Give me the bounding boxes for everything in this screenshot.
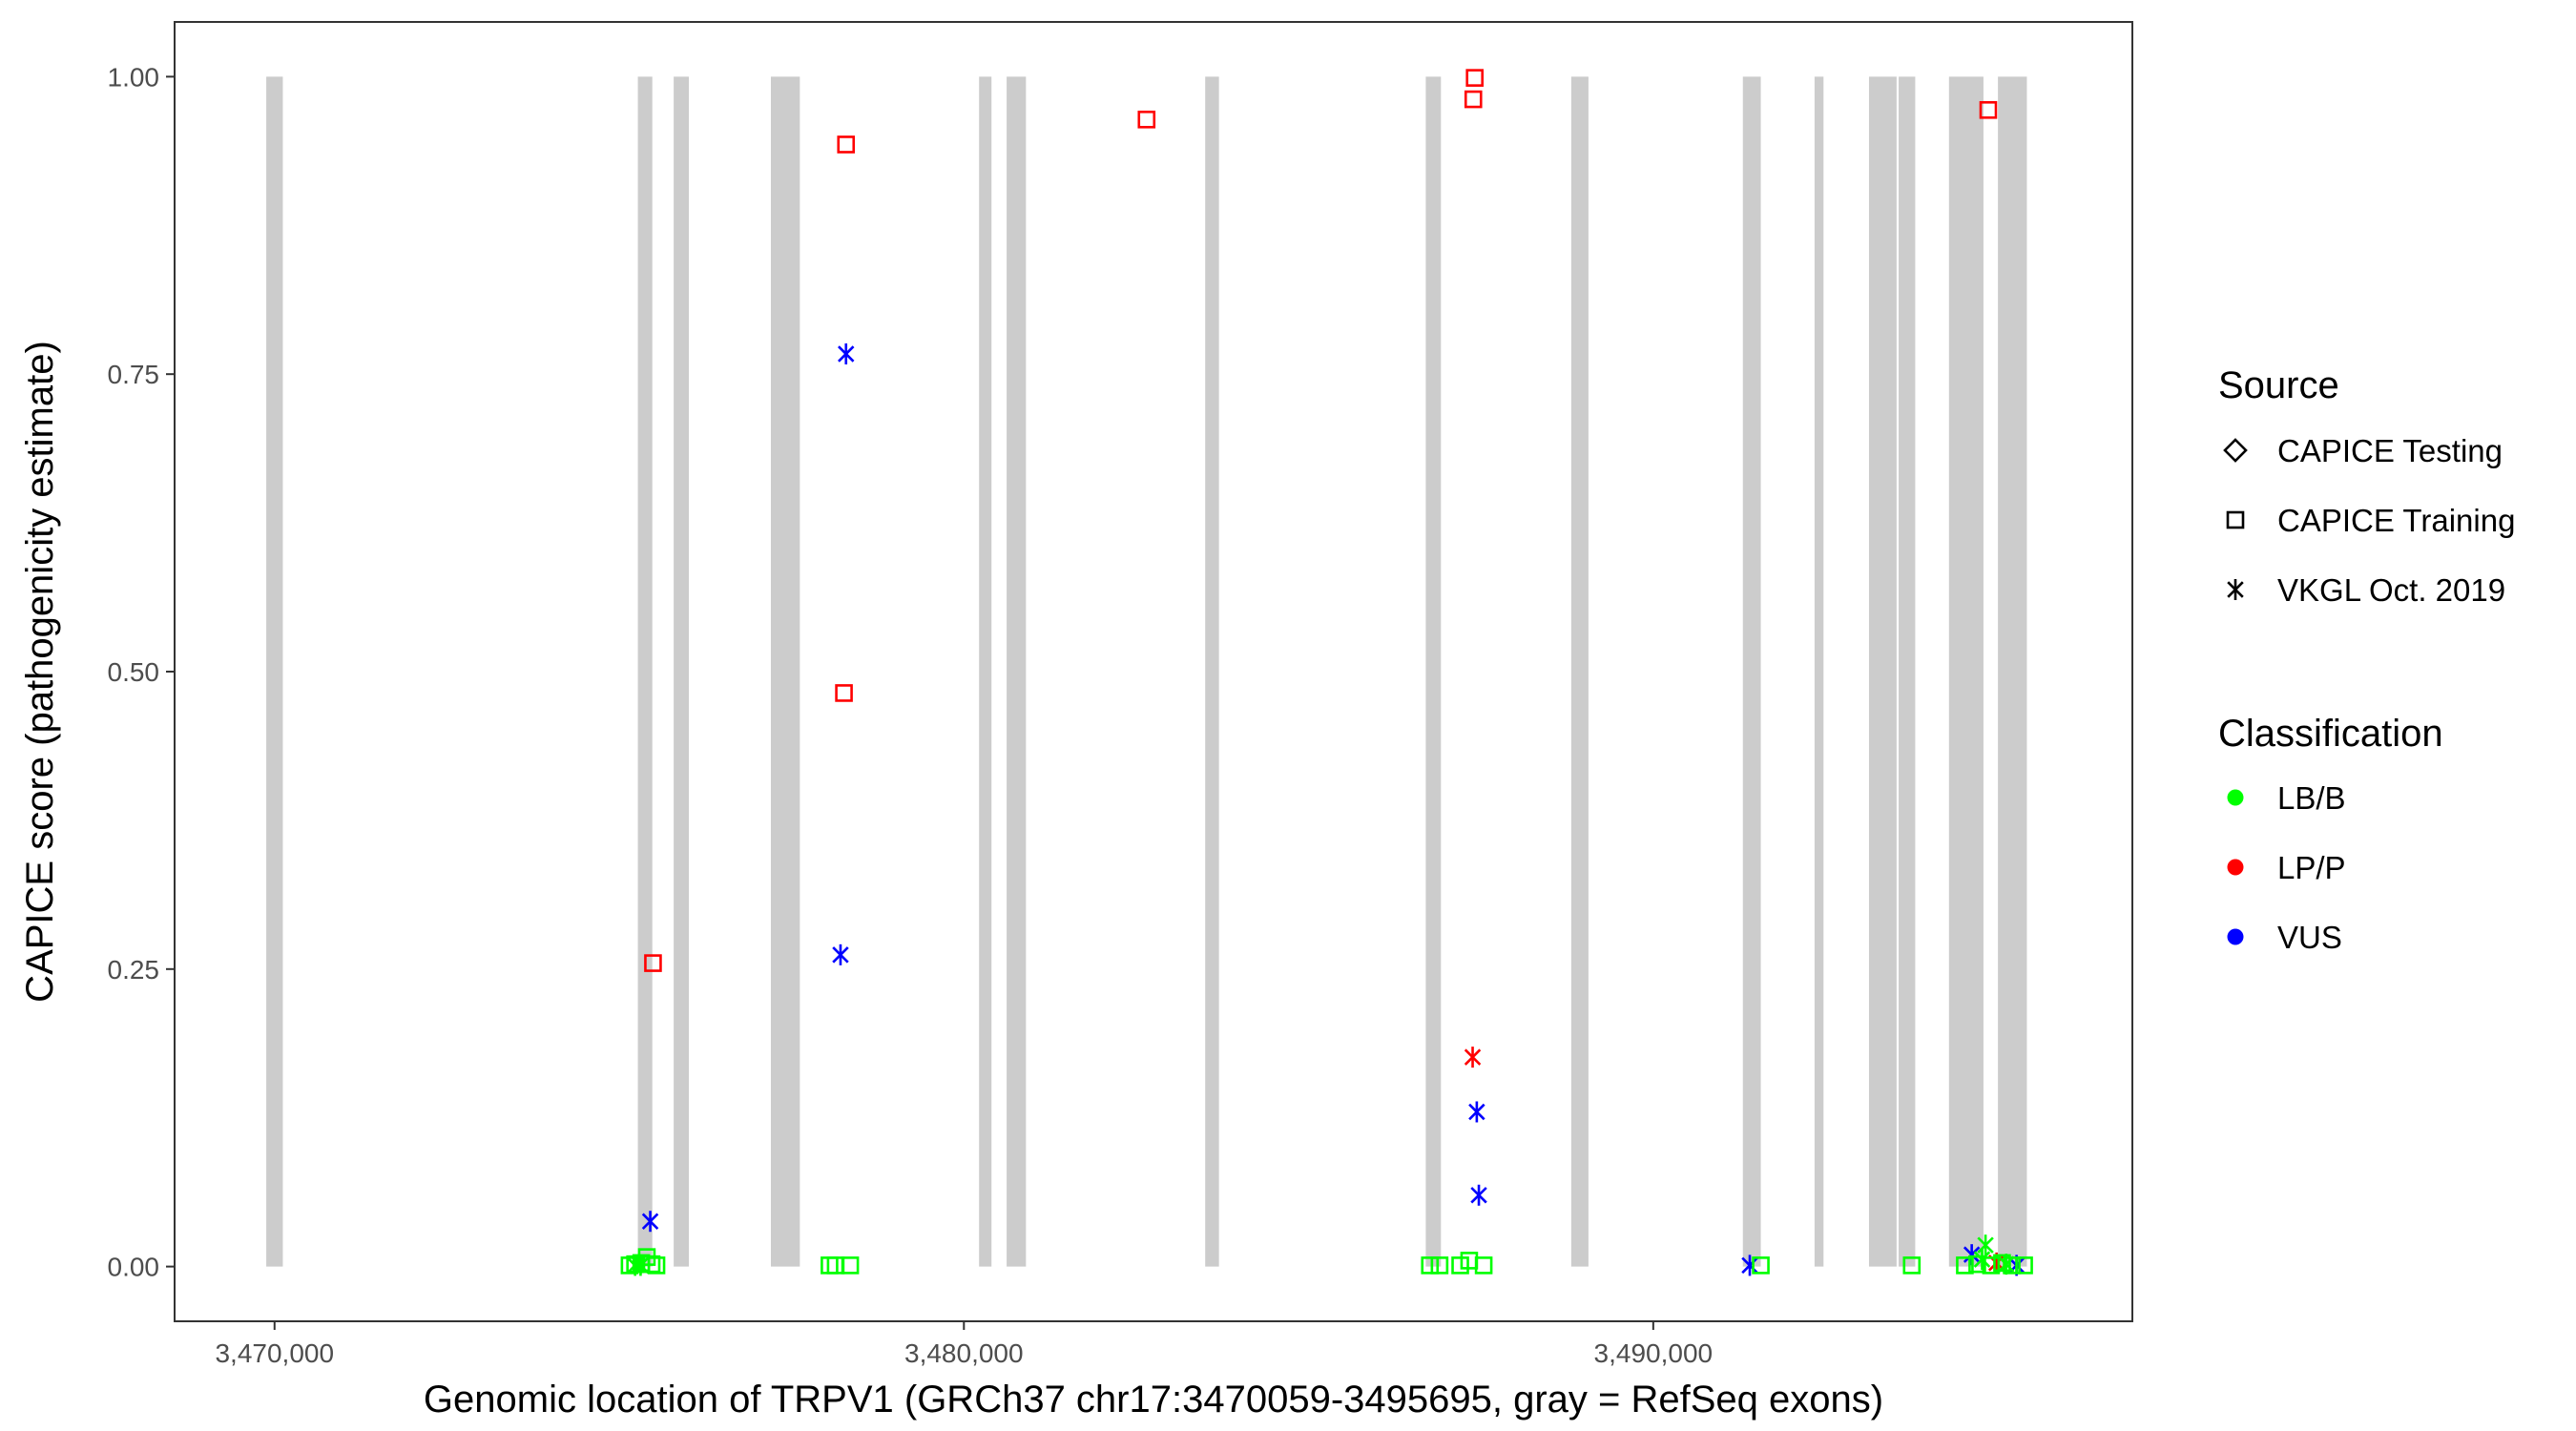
data-point-35 — [1902, 1256, 1922, 1275]
x-tick-label: 3,470,000 — [215, 1338, 334, 1368]
legend-key-square — [2226, 510, 2245, 529]
exon-band-14 — [1998, 76, 2027, 1267]
y-tick-label: 0.00 — [108, 1253, 160, 1282]
data-point-39 — [1993, 1254, 2011, 1273]
data-point-38 — [1982, 1256, 2001, 1275]
data-point-5 — [1464, 90, 1483, 109]
data-point-4 — [1465, 69, 1485, 87]
data-point-43 — [1998, 1254, 2015, 1275]
legend-label-source: CAPICE Training — [2277, 503, 2515, 538]
data-points — [620, 69, 2033, 1276]
exon-bands — [266, 76, 2027, 1267]
exon-band-5 — [1007, 76, 1027, 1267]
exon-band-10 — [1814, 76, 1824, 1267]
data-point-13 — [1741, 1255, 1758, 1276]
legend-label-source: CAPICE Testing — [2277, 433, 2503, 468]
legend-label-classification: LP/P — [2277, 850, 2346, 885]
exon-band-4 — [979, 76, 992, 1267]
legend-key-color — [2227, 859, 2244, 876]
exon-band-0 — [266, 76, 283, 1267]
data-point-41 — [2015, 1256, 2033, 1275]
data-point-25 — [632, 1255, 650, 1276]
exon-band-8 — [1570, 76, 1589, 1267]
exon-band-2 — [674, 76, 690, 1267]
exon-band-3 — [770, 76, 800, 1267]
data-point-28 — [841, 1256, 860, 1275]
legend-label-classification: VUS — [2277, 920, 2342, 955]
x-axis: 3,470,000 3,480,000 3,490,000 — [215, 1321, 1713, 1368]
data-point-23 — [647, 1256, 666, 1275]
data-point-8 — [832, 944, 849, 965]
exon-band-9 — [1742, 76, 1761, 1267]
data-point-1 — [835, 684, 853, 702]
y-tick-label: 0.75 — [108, 360, 160, 389]
data-point-42 — [1973, 1249, 1991, 1271]
x-axis-title: Genomic location of TRPV1 (GRCh37 chr17:… — [424, 1379, 1883, 1421]
legend-label-classification: LB/B — [2277, 780, 2346, 816]
exon-band-13 — [1948, 76, 1984, 1267]
data-point-30 — [1430, 1256, 1449, 1275]
data-point-6 — [1979, 100, 1998, 119]
legend-key-color — [2227, 928, 2244, 945]
exon-band-11 — [1868, 76, 1897, 1267]
y-axis: 0.00 0.25 0.50 0.75 1.00 — [108, 62, 175, 1282]
data-point-36 — [1956, 1256, 1974, 1275]
data-point-9 — [641, 1211, 659, 1233]
legend-key-color — [2227, 789, 2244, 806]
legend-title-classification: Classification — [2218, 713, 2443, 755]
data-point-7 — [838, 342, 855, 364]
exon-band-12 — [1899, 76, 1916, 1267]
data-point-10 — [1464, 1047, 1482, 1068]
data-point-11 — [1468, 1101, 1485, 1123]
y-tick-label: 0.25 — [108, 955, 160, 985]
legend-key-asterisk — [2227, 579, 2244, 600]
plot-panel-background — [175, 22, 2132, 1321]
data-point-37 — [1968, 1255, 1986, 1274]
x-tick-label: 3,480,000 — [904, 1338, 1024, 1368]
y-tick-label: 1.00 — [108, 62, 160, 92]
legend-label-source: VKGL Oct. 2019 — [2277, 572, 2505, 608]
y-tick-label: 0.50 — [108, 657, 160, 687]
legend: Source CAPICE Testing CAPICE Training VKGL… — [2218, 364, 2515, 955]
legend-title-source: Source — [2218, 364, 2339, 406]
data-point-33 — [1474, 1256, 1493, 1275]
data-point-29 — [1421, 1256, 1440, 1275]
data-point-3 — [1137, 110, 1156, 129]
data-point-16 — [1977, 1234, 1994, 1256]
y-axis-title: CAPICE score (pathogenicity estimate) — [19, 341, 61, 1003]
data-point-34 — [1752, 1256, 1770, 1275]
data-point-2 — [837, 135, 856, 154]
x-tick-label: 3,490,000 — [1594, 1338, 1714, 1368]
exon-band-7 — [1425, 76, 1442, 1267]
exon-band-1 — [637, 76, 653, 1267]
data-point-31 — [1451, 1256, 1469, 1275]
legend-key-diamond — [2223, 438, 2248, 463]
data-point-0 — [644, 954, 662, 972]
data-point-12 — [1470, 1184, 1487, 1206]
legend-source-items: CAPICE Testing CAPICE Training VKGL Oct. 2… — [2223, 433, 2515, 608]
exon-band-6 — [1205, 76, 1219, 1267]
legend-classification-items: LB/B LP/P VUS — [2227, 780, 2346, 955]
